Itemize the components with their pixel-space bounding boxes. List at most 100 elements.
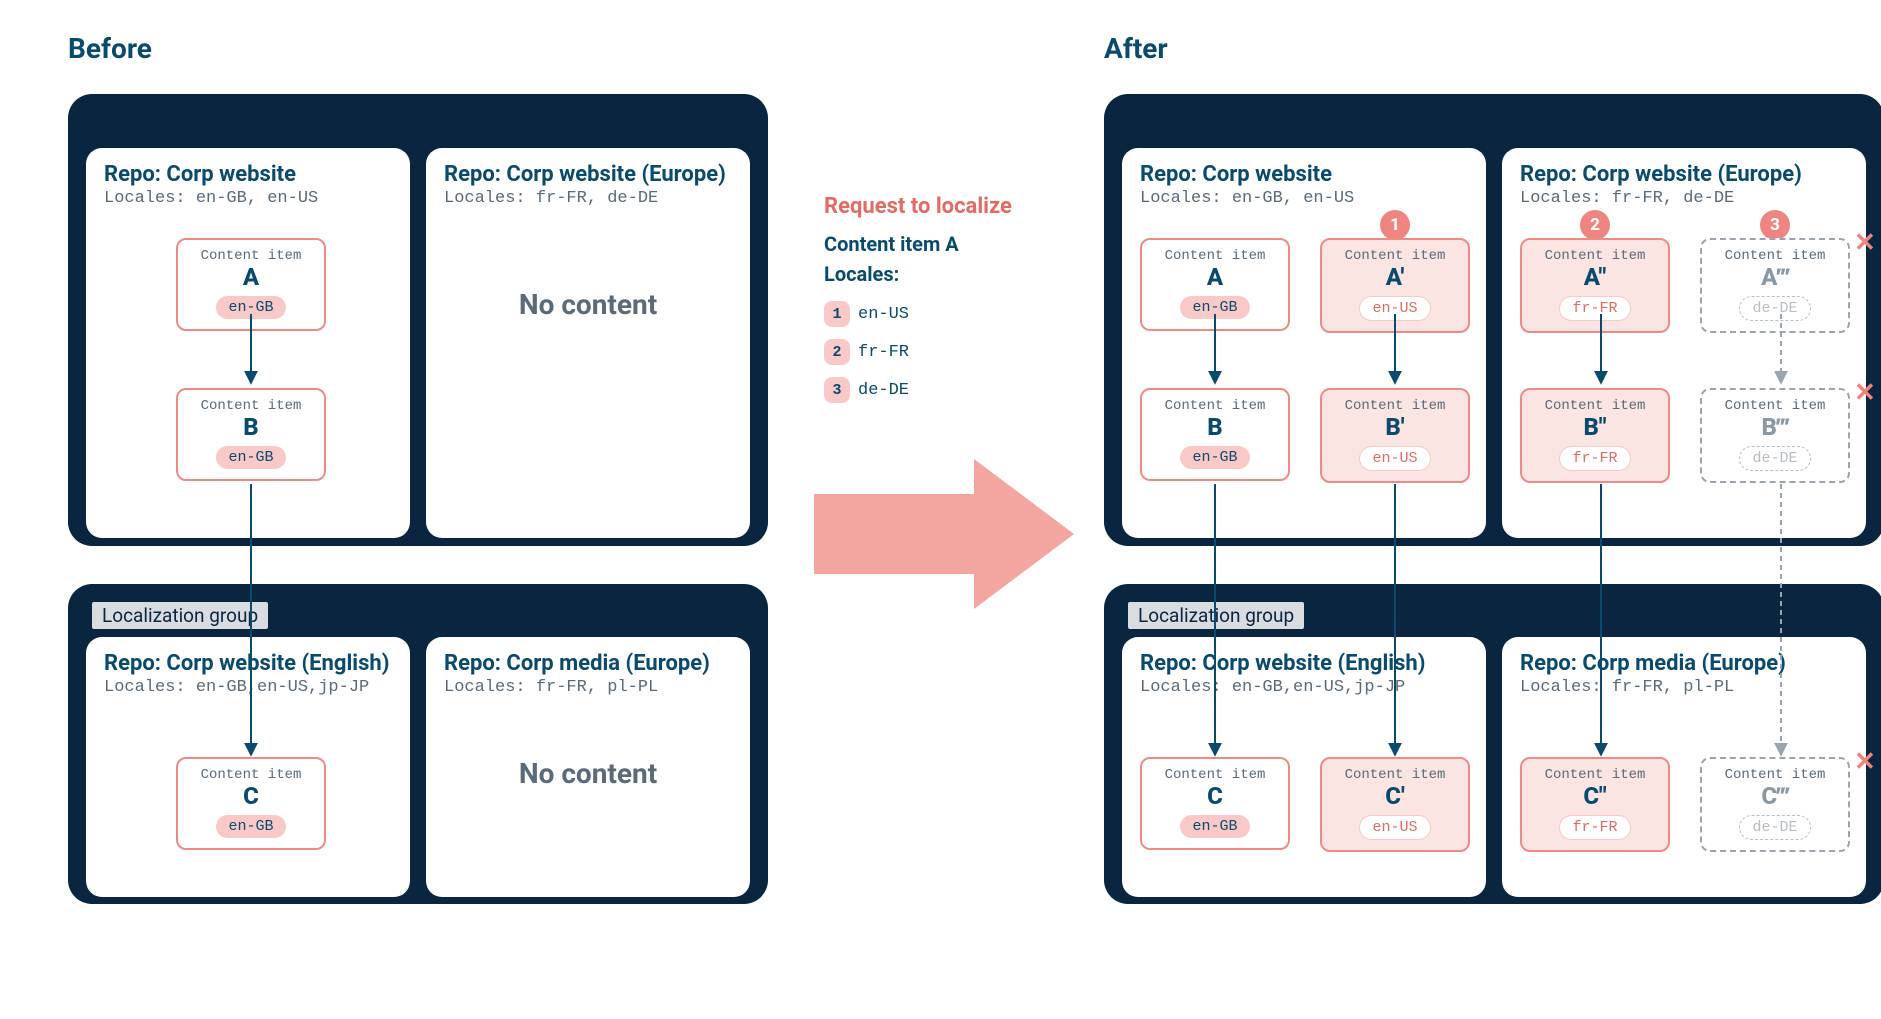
content-item-name: C: [188, 783, 314, 809]
content-item-a-ppp: Content item A‴ de-DE: [1700, 238, 1850, 333]
after-group-2: Localization group Repo: Corp website (E…: [1104, 584, 1881, 904]
loc-group-chip: Localization group: [92, 602, 268, 629]
request-locales-label: Locales:: [824, 262, 899, 286]
locale-pill: en-GB: [216, 446, 285, 469]
reject-icon: ✕: [1854, 378, 1876, 408]
content-item-kicker: Content item: [188, 398, 314, 414]
locale-code: fr-FR: [858, 343, 909, 362]
repo-locales: Locales: fr-FR, pl-PL: [444, 678, 732, 697]
content-item-kicker: Content item: [1532, 767, 1658, 783]
content-item-name: B″: [1532, 414, 1658, 440]
content-item-name: B‴: [1712, 414, 1838, 440]
content-item-kicker: Content item: [1332, 398, 1458, 414]
badge-2: 2: [824, 339, 850, 365]
content-item-kicker: Content item: [188, 767, 314, 783]
content-item-kicker: Content item: [1152, 767, 1278, 783]
locale-pill: fr-FR: [1559, 446, 1630, 471]
locale-pill: en-GB: [1180, 296, 1249, 319]
no-content-label: No content: [444, 697, 732, 850]
content-item-kicker: Content item: [1532, 398, 1658, 414]
request-locale-1: 1 en-US: [824, 301, 1064, 327]
content-item-b-prime: Content item B′ en-US: [1320, 388, 1470, 483]
locale-pill: de-DE: [1739, 296, 1810, 321]
locale-pill: en-GB: [1180, 815, 1249, 838]
repo-title: Repo: Corp website: [1140, 162, 1468, 187]
repo-locales: Locales: fr-FR, pl-PL: [1520, 678, 1848, 697]
content-item-name: A′: [1332, 264, 1458, 290]
loc-group-label: Localization group: [1130, 114, 1866, 138]
request-panel: Request to localize Content item A Local…: [824, 194, 1064, 403]
after-title: After: [1104, 32, 1168, 65]
repo-title: Repo: Corp media (Europe): [1520, 651, 1848, 676]
request-locale-3: 3 de-DE: [824, 377, 1064, 403]
content-item-name: C‴: [1712, 783, 1838, 809]
content-item-b-pp: Content item B″ fr-FR: [1520, 388, 1670, 483]
content-item-c: Content item C en-GB: [176, 757, 326, 850]
loc-group-label: Localization group: [94, 114, 750, 138]
content-item-c-prime: Content item C′ en-US: [1320, 757, 1470, 852]
content-item-kicker: Content item: [1152, 398, 1278, 414]
content-item-kicker: Content item: [188, 248, 314, 264]
before-group-1: Localization group Repo: Corp website Lo…: [68, 94, 768, 546]
repo-title: Repo: Corp website: [104, 162, 392, 187]
repo-corp-media-europe: Repo: Corp media (Europe) Locales: fr-FR…: [426, 637, 750, 897]
repo-corp-website-europe: Repo: Corp website (Europe) Locales: fr-…: [1502, 148, 1866, 538]
content-item-name: A″: [1532, 264, 1658, 290]
request-subtitle: Content item A Locales:: [824, 229, 1064, 289]
repo-locales: Locales: en-GB, en-US: [104, 189, 392, 208]
badge-3: 3: [1760, 210, 1790, 240]
repo-title: Repo: Corp website (English): [1140, 651, 1468, 676]
request-title: Request to localize: [824, 194, 1064, 219]
repo-locales: Locales: fr-FR, de-DE: [1520, 189, 1848, 208]
locale-pill: en-US: [1359, 446, 1430, 471]
badge-3: 3: [824, 377, 850, 403]
repo-corp-website: Repo: Corp website Locales: en-GB, en-US…: [86, 148, 410, 538]
content-item-kicker: Content item: [1712, 248, 1838, 264]
content-item-b-ppp: Content item B‴ de-DE: [1700, 388, 1850, 483]
content-item-kicker: Content item: [1332, 248, 1458, 264]
locale-pill: de-DE: [1739, 446, 1810, 471]
locale-code: en-US: [858, 305, 909, 324]
request-item-name: Content item A: [824, 232, 959, 256]
repo-corp-media-europe: Repo: Corp media (Europe) Locales: fr-FR…: [1502, 637, 1866, 897]
content-item-c-pp: Content item C″ fr-FR: [1520, 757, 1670, 852]
locale-code: de-DE: [858, 381, 909, 400]
content-item-b: Content item B en-GB: [1140, 388, 1290, 481]
content-item-a-prime: Content item A′ en-US: [1320, 238, 1470, 333]
content-item-kicker: Content item: [1152, 248, 1278, 264]
diagram-canvas: Before After Localization group Repo: Co…: [24, 24, 1881, 995]
before-group-2: Localization group Repo: Corp website (E…: [68, 584, 768, 904]
no-content-label: No content: [444, 208, 732, 401]
content-item-name: A: [1152, 264, 1278, 290]
content-item-kicker: Content item: [1332, 767, 1458, 783]
content-item-c: Content item C en-GB: [1140, 757, 1290, 850]
loc-group-chip: Localization group: [1128, 602, 1304, 629]
reject-icon: ✕: [1854, 228, 1876, 258]
badge-1: 1: [1380, 210, 1410, 240]
content-item-name: C: [1152, 783, 1278, 809]
locale-pill: en-GB: [1180, 446, 1249, 469]
content-item-kicker: Content item: [1712, 767, 1838, 783]
repo-locales: Locales: en-GB,en-US,jp-JP: [104, 678, 392, 697]
big-arrow-icon: [804, 454, 1084, 614]
repo-corp-website-europe: Repo: Corp website (Europe) Locales: fr-…: [426, 148, 750, 538]
repo-locales: Locales: fr-FR, de-DE: [444, 189, 732, 208]
content-item-a: Content item A en-GB: [176, 238, 326, 331]
repo-title: Repo: Corp media (Europe): [444, 651, 732, 676]
locale-pill: en-US: [1359, 296, 1430, 321]
repo-corp-website-english: Repo: Corp website (English) Locales: en…: [86, 637, 410, 897]
repo-title: Repo: Corp website (Europe): [1520, 162, 1848, 187]
content-item-c-ppp: Content item C‴ de-DE: [1700, 757, 1850, 852]
content-item-b: Content item B en-GB: [176, 388, 326, 481]
before-title: Before: [68, 32, 152, 65]
badge-2: 2: [1580, 210, 1610, 240]
locale-pill: de-DE: [1739, 815, 1810, 840]
repo-title: Repo: Corp website (English): [104, 651, 392, 676]
repo-locales: Locales: en-GB, en-US: [1140, 189, 1468, 208]
content-item-a: Content item A en-GB: [1140, 238, 1290, 331]
badge-1: 1: [824, 301, 850, 327]
content-item-name: B: [188, 414, 314, 440]
repo-corp-website-english: Repo: Corp website (English) Locales: en…: [1122, 637, 1486, 897]
after-group-1: Localization group Repo: Corp website Lo…: [1104, 94, 1881, 546]
content-item-kicker: Content item: [1712, 398, 1838, 414]
